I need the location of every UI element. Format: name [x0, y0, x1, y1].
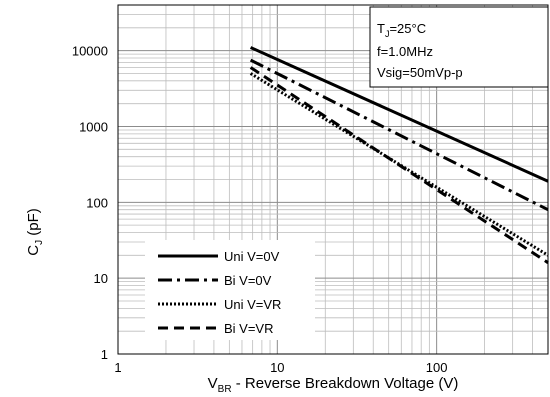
x-tick-label: 100 — [426, 360, 448, 375]
x-tick-label: 10 — [270, 360, 284, 375]
x-axis-label: VBR - Reverse Breakdown Voltage (V) — [208, 375, 459, 395]
legend-entry-label: Bi V=0V — [224, 273, 272, 288]
series-line-2 — [249, 58, 549, 212]
annotation-temperature: TJ=25°C — [377, 21, 426, 39]
annotation-signal: Vsig=50mVp-p — [377, 65, 463, 80]
y-tick-label: 1000 — [79, 119, 108, 134]
y-axis-label: CJ (pF) — [25, 208, 45, 256]
legend-entry-label: Uni V=VR — [224, 297, 281, 312]
series-line-4 — [249, 66, 549, 264]
annotation-frequency: f=1.0MHz — [377, 44, 433, 59]
legend-entry-label: Uni V=0V — [224, 249, 280, 264]
annotation-box — [369, 6, 549, 88]
y-tick-label: 10 — [94, 271, 108, 286]
x-tick-label: 1 — [114, 360, 121, 375]
y-tick-label: 100 — [86, 195, 108, 210]
legend-entry-label: Bi V=VR — [224, 321, 274, 336]
conditions-annotation: TJ=25°C f=1.0MHz Vsig=50mVp-p — [369, 6, 549, 88]
y-tick-label: 10000 — [72, 44, 108, 59]
y-tick-label: 1 — [101, 347, 108, 362]
tick-labels: 1 10 100 1 10 100 1000 10000 — [72, 44, 448, 375]
plot-frame — [117, 4, 549, 355]
legend: Uni V=0V Bi V=0V Uni V=VR Bi V=VR — [145, 240, 315, 340]
series-line-1 — [249, 46, 549, 183]
series-group — [249, 46, 549, 264]
